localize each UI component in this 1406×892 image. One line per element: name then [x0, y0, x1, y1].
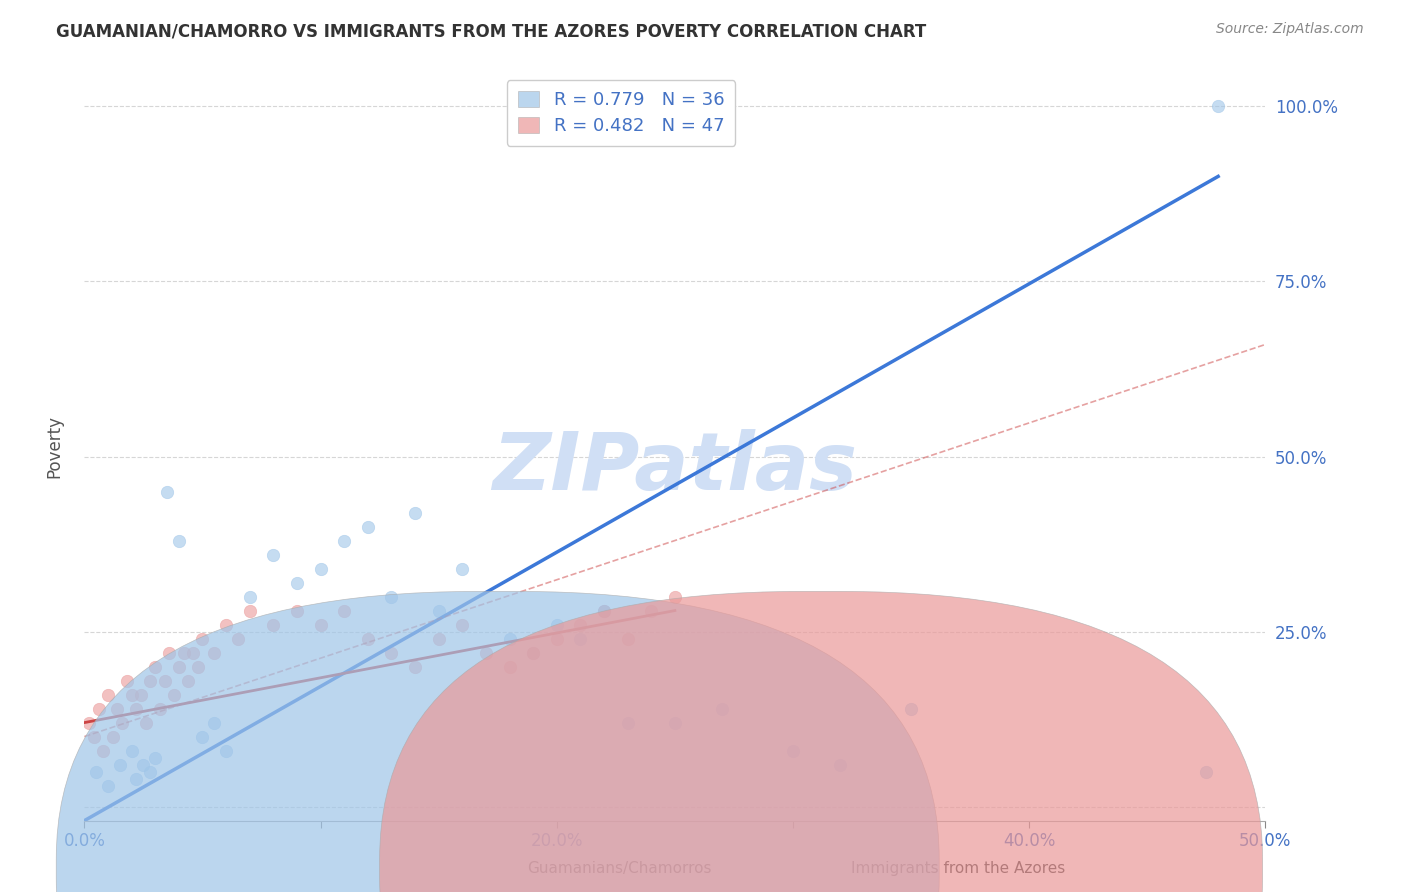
- Text: GUAMANIAN/CHAMORRO VS IMMIGRANTS FROM THE AZORES POVERTY CORRELATION CHART: GUAMANIAN/CHAMORRO VS IMMIGRANTS FROM TH…: [56, 22, 927, 40]
- Point: [97, 779, 120, 793]
- Point: [187, 659, 209, 673]
- Legend: R = 0.779   N = 36, R = 0.482   N = 47: R = 0.779 N = 36, R = 0.482 N = 47: [506, 80, 735, 145]
- Point: [143, 750, 166, 764]
- Point: [156, 484, 179, 499]
- Point: [569, 617, 592, 632]
- Point: [132, 757, 155, 772]
- Point: [121, 688, 143, 702]
- Point: [404, 659, 426, 673]
- Point: [108, 757, 131, 772]
- Point: [782, 743, 804, 757]
- Point: [97, 688, 120, 702]
- Text: ZIPatlas: ZIPatlas: [492, 429, 858, 508]
- Point: [262, 548, 284, 562]
- Point: [111, 715, 134, 730]
- Point: [333, 533, 356, 548]
- Point: [191, 730, 214, 744]
- Point: [664, 590, 686, 604]
- Point: [380, 590, 402, 604]
- Point: [125, 701, 148, 715]
- Point: [87, 701, 110, 715]
- Y-axis label: Poverty: Poverty: [45, 415, 63, 477]
- Point: [177, 673, 200, 688]
- Point: [357, 632, 380, 646]
- Text: Guamanians/Chamorros: Guamanians/Chamorros: [527, 862, 711, 876]
- Point: [546, 617, 568, 632]
- Point: [202, 715, 225, 730]
- Point: [309, 617, 332, 632]
- Point: [167, 659, 190, 673]
- Point: [309, 561, 332, 575]
- Point: [333, 603, 356, 617]
- Point: [498, 659, 520, 673]
- Point: [357, 519, 380, 533]
- Point: [640, 603, 662, 617]
- Point: [167, 533, 190, 548]
- Point: [226, 632, 249, 646]
- Point: [139, 764, 162, 779]
- Point: [285, 575, 308, 590]
- Point: [163, 688, 186, 702]
- Point: [215, 617, 238, 632]
- Point: [427, 603, 450, 617]
- Point: [475, 646, 498, 660]
- Point: [451, 617, 474, 632]
- Point: [91, 743, 114, 757]
- Point: [115, 673, 138, 688]
- Point: [157, 646, 180, 660]
- Point: [181, 646, 204, 660]
- Point: [121, 743, 143, 757]
- Text: Immigrants from the Azores: Immigrants from the Azores: [851, 862, 1064, 876]
- Point: [616, 632, 638, 646]
- Point: [143, 659, 166, 673]
- Point: [404, 506, 426, 520]
- Point: [1206, 99, 1229, 113]
- Point: [84, 764, 107, 779]
- Point: [173, 646, 195, 660]
- Point: [107, 701, 129, 715]
- Point: [202, 646, 225, 660]
- Point: [129, 688, 152, 702]
- Point: [522, 646, 544, 660]
- Point: [239, 603, 262, 617]
- Point: [139, 673, 162, 688]
- Point: [285, 603, 308, 617]
- Point: [427, 632, 450, 646]
- Point: [593, 603, 616, 617]
- Point: [1195, 764, 1218, 779]
- Point: [215, 743, 238, 757]
- Point: [191, 632, 214, 646]
- Point: [522, 646, 544, 660]
- Text: Source: ZipAtlas.com: Source: ZipAtlas.com: [1216, 22, 1364, 37]
- Point: [239, 590, 262, 604]
- Point: [593, 603, 616, 617]
- Point: [101, 730, 124, 744]
- Point: [125, 772, 148, 786]
- Point: [451, 561, 474, 575]
- Point: [135, 715, 157, 730]
- Point: [711, 701, 734, 715]
- Point: [77, 715, 100, 730]
- Point: [380, 646, 402, 660]
- Point: [546, 632, 568, 646]
- Point: [664, 715, 686, 730]
- Point: [149, 701, 172, 715]
- Point: [569, 632, 592, 646]
- Point: [153, 673, 176, 688]
- Point: [83, 730, 105, 744]
- Point: [900, 701, 922, 715]
- Point: [498, 632, 520, 646]
- Point: [262, 617, 284, 632]
- Point: [830, 757, 852, 772]
- Point: [616, 715, 638, 730]
